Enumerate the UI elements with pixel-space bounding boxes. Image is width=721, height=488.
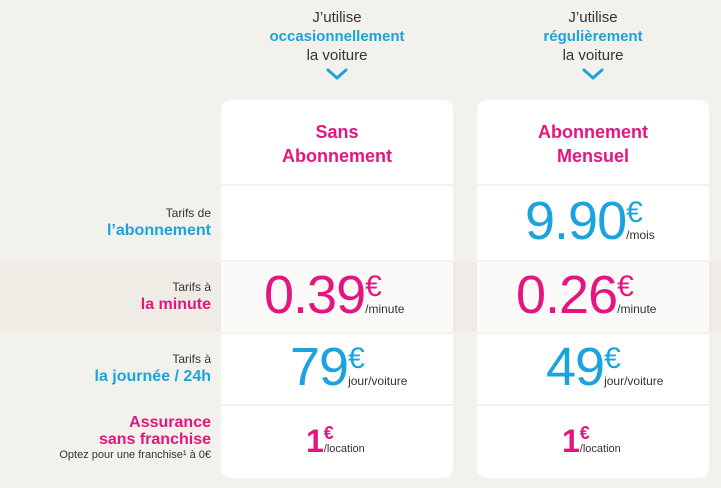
price-value: 79	[290, 337, 349, 397]
row-label-big: sans franchise	[98, 431, 211, 448]
row-label-insurance: Assurance sans franchise Optez pour une …	[59, 414, 211, 463]
currency-symbol: €	[323, 423, 334, 443]
price-monthly-subscription: 9.90 €/mois	[525, 194, 655, 248]
price-unit: /minute	[617, 302, 657, 316]
row-label-small: Tarifs à	[172, 280, 211, 294]
row-divider	[0, 184, 721, 186]
price-value: 1	[562, 423, 580, 459]
row-label-big: la journée / 24h	[94, 368, 211, 385]
plan-title-line: Sans	[315, 122, 359, 142]
price-unit: jour/voiture	[604, 374, 664, 388]
price-value: 0.26	[516, 265, 618, 325]
price-value: 9.90	[525, 191, 627, 251]
intro-bottom-text: la voiture	[562, 47, 624, 64]
row-divider	[0, 332, 721, 334]
price-free-insurance: 1 €/location	[306, 424, 365, 457]
row-label-day: Tarifs à la journée / 24h	[95, 352, 211, 386]
price-unit: /location	[323, 443, 365, 455]
price-unit: jour/voiture	[348, 374, 408, 388]
currency-symbol: €	[579, 423, 590, 443]
price-unit: /mois	[626, 228, 655, 242]
row-label-big: l’abonnement	[106, 222, 211, 239]
currency-symbol: €	[604, 342, 621, 375]
column-intro-occasional: J’utilise occasionnellement la voiture	[221, 8, 453, 81]
row-label-big: la minute	[140, 296, 211, 313]
price-monthly-minute: 0.26 €/minute	[516, 268, 656, 322]
intro-bottom-text: la voiture	[306, 47, 368, 64]
row-divider	[0, 260, 721, 262]
price-value: 1	[306, 423, 324, 459]
currency-symbol: €	[365, 270, 382, 303]
plan-title-abonnement-mensuel: Abonnement Mensuel	[477, 120, 709, 168]
intro-top-text: J’utilise	[568, 9, 618, 26]
plan-title-line: Mensuel	[556, 146, 630, 166]
currency-symbol: €	[626, 196, 643, 229]
cell-tint-minute-2	[477, 262, 709, 332]
cell-tint-minute-1	[221, 262, 453, 332]
plan-title-line: Abonnement	[538, 122, 648, 142]
chevron-down-icon	[582, 68, 604, 80]
chevron-down-icon	[326, 68, 348, 80]
row-label-small: Tarifs à	[172, 352, 211, 366]
row-label-note: Optez pour une franchise¹ à 0€	[59, 449, 211, 461]
intro-keyword: régulièrement	[543, 28, 643, 45]
currency-symbol: €	[617, 270, 634, 303]
price-unit: /location	[579, 443, 621, 455]
intro-keyword: occasionnellement	[269, 28, 405, 45]
row-label-minute: Tarifs à la minute	[141, 280, 211, 314]
price-monthly-day: 49 € jour/voiture	[546, 340, 663, 394]
plan-title-line: Abonnement	[282, 146, 392, 166]
price-value: 0.39	[264, 265, 366, 325]
currency-symbol: €	[348, 342, 365, 375]
intro-top-text: J’utilise	[312, 9, 362, 26]
row-label-big: Assurance	[129, 414, 211, 431]
price-free-day: 79 € jour/voiture	[290, 340, 407, 394]
column-intro-regular: J’utilise régulièrement la voiture	[477, 8, 709, 81]
plan-title-sans-abonnement: Sans Abonnement	[221, 120, 453, 168]
row-divider	[0, 404, 721, 406]
price-unit: /minute	[365, 302, 405, 316]
price-monthly-insurance: 1 €/location	[562, 424, 621, 457]
price-free-minute: 0.39 €/minute	[264, 268, 404, 322]
row-label-small: Tarifs de	[165, 206, 211, 220]
row-label-subscription: Tarifs de l’abonnement	[107, 206, 211, 240]
price-value: 49	[546, 337, 605, 397]
